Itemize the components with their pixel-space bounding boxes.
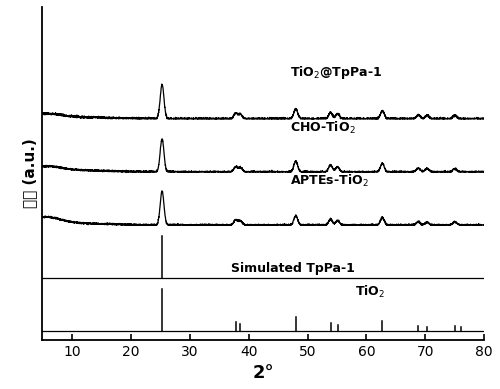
Text: APTEs-TiO$_2$: APTEs-TiO$_2$ — [290, 173, 368, 189]
Text: Simulated TpPa-1: Simulated TpPa-1 — [231, 262, 355, 275]
Text: TiO$_2$@TpPa-1: TiO$_2$@TpPa-1 — [290, 64, 382, 81]
Text: TiO$_2$: TiO$_2$ — [354, 284, 385, 300]
Text: CHO-TiO$_2$: CHO-TiO$_2$ — [290, 119, 356, 135]
X-axis label: 2°: 2° — [252, 364, 274, 382]
Y-axis label: 强度 (a.u.): 强度 (a.u.) — [22, 138, 37, 208]
